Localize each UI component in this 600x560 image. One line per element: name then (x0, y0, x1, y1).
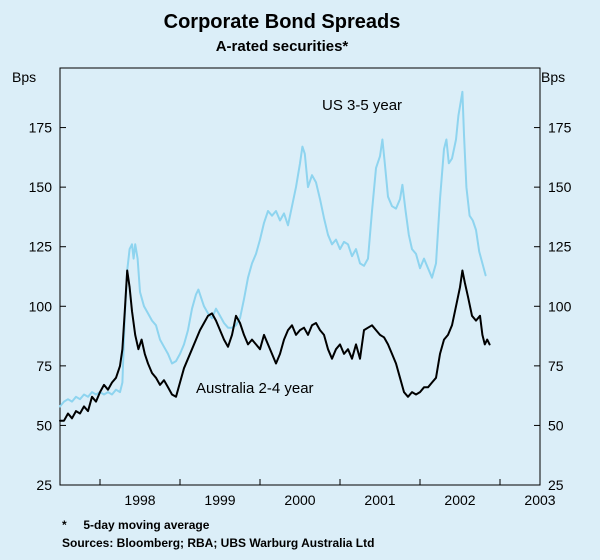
x-tick-label: 2002 (444, 492, 475, 508)
y-tick-label-right: 150 (548, 179, 572, 195)
y-tick-label-right: 50 (548, 417, 564, 433)
chart-title: Corporate Bond Spreads (164, 11, 401, 33)
x-tick-label: 1999 (204, 492, 235, 508)
y-tick-label-left: 150 (29, 179, 53, 195)
y-tick-label-left: 125 (29, 239, 53, 255)
y-tick-label-right: 100 (548, 298, 572, 314)
y-tick-label-right: 125 (548, 239, 572, 255)
y-axis-right: 25 50 75 100 125 150 175 (534, 120, 572, 493)
series-group (59, 90, 491, 422)
y-tick-label-left: 25 (36, 477, 52, 493)
series-label-us: US 3-5 year (322, 97, 402, 114)
right-axis-unit-label: Bps (541, 69, 565, 85)
x-tick-label: 2000 (284, 492, 315, 508)
x-tick-label: 2001 (364, 492, 395, 508)
footnote: * 5-day moving average (62, 518, 210, 532)
x-tick-label: 2003 (524, 492, 555, 508)
y-tick-label-left: 100 (29, 298, 53, 314)
sources: Sources: Bloomberg; RBA; UBS Warburg Aus… (62, 536, 374, 550)
x-axis: 1998 1999 2000 2001 2002 2003 (99, 479, 556, 508)
series-line-us (59, 90, 487, 408)
left-axis-unit-label: Bps (12, 69, 36, 85)
x-tick-label: 1998 (124, 492, 155, 508)
y-tick-label-right: 25 (548, 477, 564, 493)
series-line-australia (59, 269, 491, 422)
chart-subtitle: A-rated securities* (216, 38, 349, 55)
y-tick-label-right: 175 (548, 120, 572, 136)
y-tick-label-left: 50 (36, 417, 52, 433)
y-tick-label-right: 75 (548, 358, 564, 374)
plot-frame (59, 67, 541, 486)
y-tick-label-left: 175 (29, 120, 53, 136)
y-tick-label-left: 75 (36, 358, 52, 374)
series-label-australia: Australia 2-4 year (196, 380, 314, 397)
y-axis-left: 25 50 75 100 125 150 175 (29, 120, 66, 493)
